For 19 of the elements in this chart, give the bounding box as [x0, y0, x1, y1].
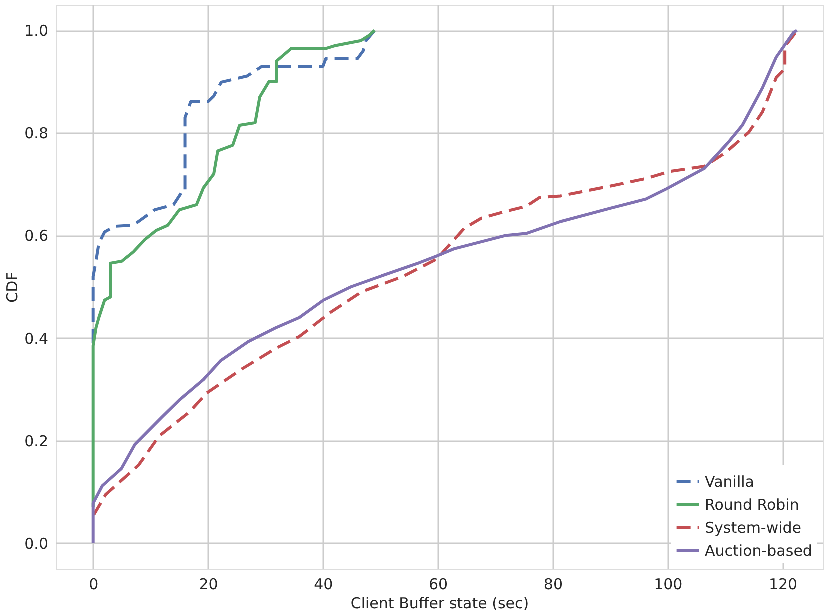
- x-tick-label: 60: [429, 576, 448, 594]
- y-tick-label: 0.2: [24, 432, 48, 450]
- x-tick-label: 40: [314, 576, 334, 594]
- y-tick-label: 0.4: [24, 330, 48, 348]
- y-tick-label: 0.6: [24, 227, 48, 246]
- x-tick-label: 20: [199, 576, 218, 594]
- y-tick-label: 1.0: [24, 22, 48, 40]
- x-tick-label: 0: [89, 576, 99, 594]
- y-tick-label: 0.0: [24, 534, 48, 553]
- legend-label: Vanilla: [705, 473, 754, 491]
- y-axis-title: CDF: [4, 272, 22, 303]
- legend-label: Round Robin: [705, 496, 800, 514]
- legend-label: Auction-based: [705, 542, 812, 560]
- x-tick-label: 80: [544, 576, 564, 594]
- x-tick-label: 120: [768, 576, 798, 594]
- legend-label: System-wide: [705, 519, 802, 537]
- y-tick-label: 0.8: [24, 124, 48, 143]
- x-tick-label: 100: [654, 576, 683, 594]
- x-axis-title: Client Buffer state (sec): [350, 594, 530, 612]
